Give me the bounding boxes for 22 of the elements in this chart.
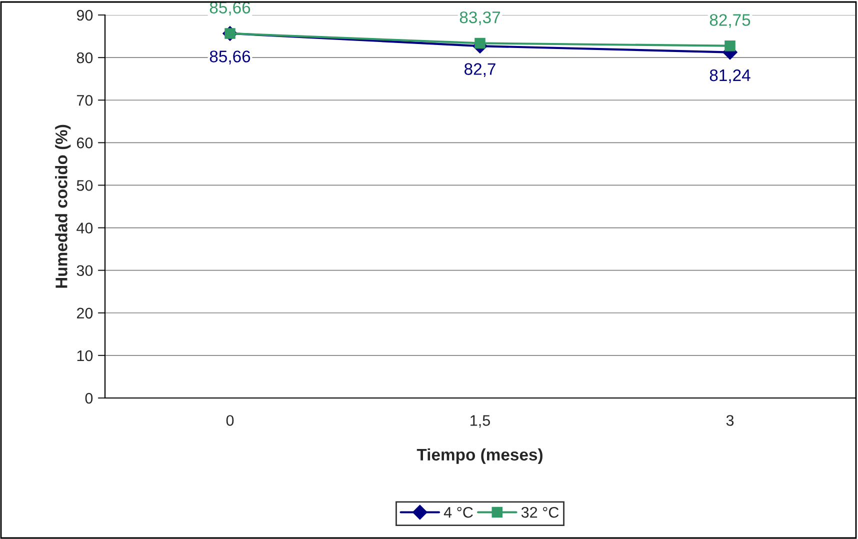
data-label: 82,75 (710, 14, 750, 28)
x-tick-label: 1,5 (470, 415, 490, 428)
data-label: 85,66 (210, 50, 250, 64)
y-tick-label: 20 (76, 308, 93, 319)
x-axis-title: Tiempo (meses) (416, 448, 542, 464)
data-label: 81,24 (710, 69, 750, 84)
x-tick-label: 3 (726, 415, 734, 426)
y-tick-label: 0 (85, 392, 93, 404)
y-tick-label: 30 (76, 265, 93, 276)
data-label: 83,37 (460, 11, 500, 26)
legend-label: 4 °C (444, 506, 473, 518)
data-label: 82,7 (464, 63, 496, 77)
y-tick-label: 70 (76, 94, 93, 106)
y-tick-label: 90 (76, 10, 93, 21)
legend-label: 32 °C (521, 506, 559, 518)
y-tick-label: 80 (76, 52, 93, 64)
y-tick-label: 40 (76, 222, 93, 234)
x-tick-label: 0 (226, 415, 234, 426)
y-tick-label: 50 (76, 180, 93, 191)
y-axis-title: Humedad cocido (%) (55, 124, 71, 288)
y-tick-label: 10 (77, 350, 93, 362)
y-tick-label: 60 (76, 138, 93, 148)
